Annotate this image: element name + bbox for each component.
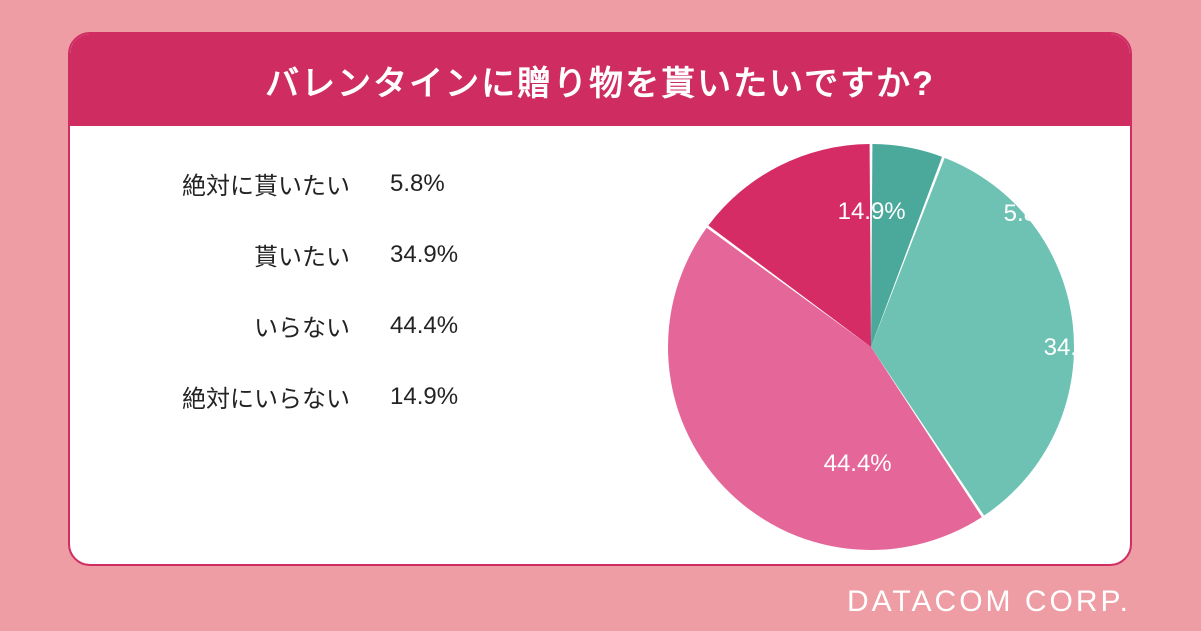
legend-value: 34.9%	[390, 241, 458, 269]
chart-card: バレンタインに贈り物を貰いたいですか? 絶対に貰いたい 5.8% 貰いたい 34…	[68, 32, 1132, 566]
slice-label: 44.4%	[824, 450, 892, 478]
footer-brand: DATACOM CORP.	[847, 585, 1131, 619]
legend-label: 絶対にいらない	[110, 379, 350, 414]
legend-value: 5.8%	[390, 170, 445, 198]
legend-row: 絶対にいらない 14.9%	[110, 379, 538, 414]
legend-value: 14.9%	[390, 383, 458, 411]
legend-label: 貰いたい	[110, 237, 350, 272]
title-bar: バレンタインに贈り物を貰いたいですか?	[70, 34, 1130, 126]
slice-label: 14.9%	[838, 198, 906, 226]
legend-row: 貰いたい 34.9%	[110, 237, 538, 272]
slice-label: 34.9%	[1044, 334, 1112, 362]
legend: 絶対に貰いたい 5.8% 貰いたい 34.9% いらない 44.4% 絶対にいら…	[70, 126, 558, 564]
slice-label: 5.8%	[1004, 200, 1059, 228]
legend-label: 絶対に貰いたい	[110, 166, 350, 201]
pie-chart-area: 5.8% 34.9% 44.4% 14.9%	[558, 126, 1130, 564]
legend-label: いらない	[110, 308, 350, 343]
chart-title: バレンタインに贈り物を貰いたいですか?	[265, 56, 935, 105]
legend-row: いらない 44.4%	[110, 308, 538, 343]
card-content: 絶対に貰いたい 5.8% 貰いたい 34.9% いらない 44.4% 絶対にいら…	[70, 126, 1130, 564]
legend-row: 絶対に貰いたい 5.8%	[110, 166, 538, 201]
legend-value: 44.4%	[390, 312, 458, 340]
